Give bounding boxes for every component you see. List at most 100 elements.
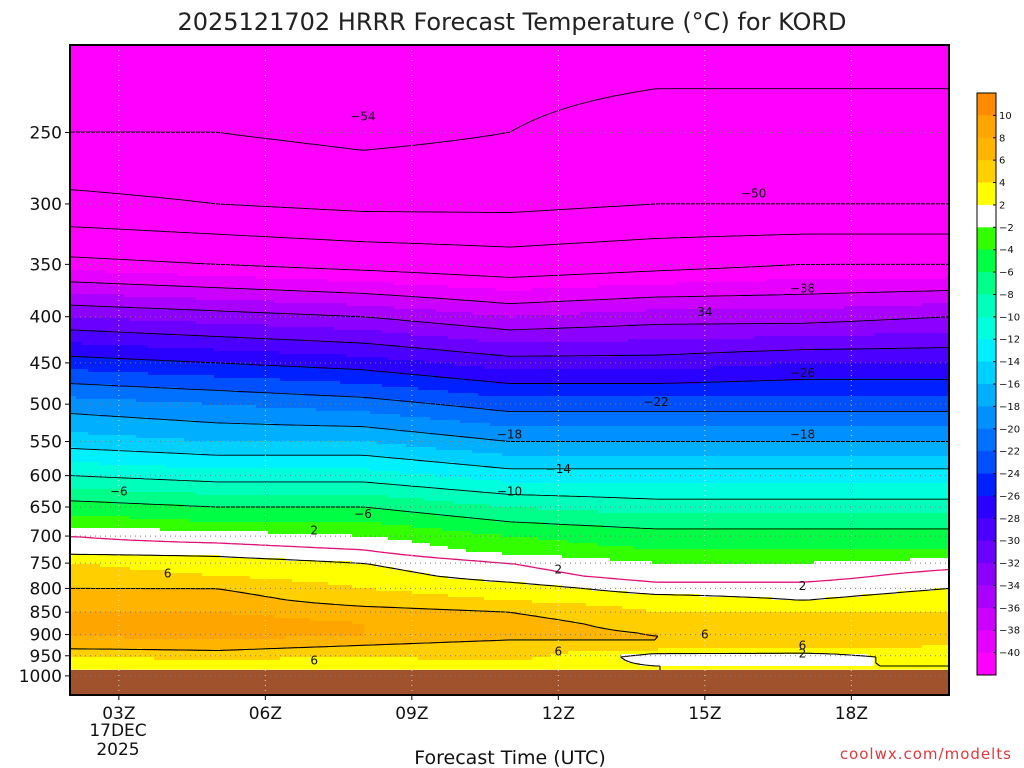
temperature-cell: [808, 60, 815, 64]
temperature-cell: [604, 60, 611, 64]
temperature-cell: [526, 93, 533, 97]
temperature-cell: [262, 87, 269, 91]
temperature-cell: [604, 48, 611, 52]
temperature-cell: [430, 69, 437, 73]
temperature-cell: [166, 63, 173, 67]
temperature-cell: [454, 81, 461, 85]
temperature-cell: [754, 78, 761, 82]
temperature-cell: [820, 45, 827, 49]
temperature-cell: [628, 60, 635, 64]
temperature-cell: [682, 60, 689, 64]
temperature-cell: [796, 72, 803, 76]
temperature-cell: [322, 69, 329, 73]
temperature-cell: [916, 81, 923, 85]
temperature-cell: [124, 45, 131, 49]
temperature-cell: [892, 66, 899, 70]
temperature-cell: [292, 72, 299, 76]
temperature-cell: [832, 93, 839, 97]
temperature-cell: [124, 54, 131, 58]
temperature-cell: [904, 57, 911, 61]
temperature-cell: [328, 90, 335, 94]
temperature-cell: [526, 81, 533, 85]
temperature-cell: [478, 78, 485, 82]
temperature-cell: [328, 93, 335, 97]
temperature-cell: [382, 84, 389, 88]
temperature-cell: [718, 66, 725, 70]
temperature-cell: [418, 96, 425, 100]
temperature-cell: [406, 45, 413, 49]
temperature-cell: [208, 63, 215, 67]
temperature-cell: [832, 51, 839, 55]
temperature-cell: [142, 81, 149, 85]
temperature-cell: [658, 54, 665, 58]
temperature-cell: [898, 60, 905, 64]
temperature-cell: [136, 72, 143, 76]
temperature-cell: [940, 54, 947, 58]
temperature-cell: [394, 63, 401, 67]
temperature-cell: [490, 57, 497, 61]
temperature-cell: [652, 63, 659, 67]
temperature-cell: [88, 93, 95, 97]
temperature-cell: [904, 75, 911, 79]
temperature-cell: [346, 90, 353, 94]
temperature-cell: [598, 51, 605, 55]
temperature-cell: [610, 54, 617, 58]
temperature-cell: [238, 87, 245, 91]
temperature-cell: [616, 66, 623, 70]
temperature-cell: [604, 63, 611, 67]
temperature-cell: [214, 60, 221, 64]
temperature-cell: [124, 60, 131, 64]
temperature-cell: [274, 48, 281, 52]
temperature-cell: [892, 51, 899, 55]
temperature-cell: [766, 81, 773, 85]
temperature-cell: [892, 63, 899, 67]
temperature-cell: [556, 81, 563, 85]
temperature-cell: [580, 51, 587, 55]
temperature-cell: [844, 75, 851, 79]
temperature-cell: [736, 57, 743, 61]
temperature-cell: [310, 63, 317, 67]
temperature-cell: [784, 90, 791, 94]
temperature-cell: [898, 57, 905, 61]
temperature-cell: [298, 66, 305, 70]
temperature-cell: [274, 81, 281, 85]
temperature-cell: [424, 69, 431, 73]
temperature-cell: [628, 63, 635, 67]
temperature-cell: [766, 51, 773, 55]
temperature-cell: [772, 54, 779, 58]
temperature-cell: [466, 84, 473, 88]
temperature-cell: [850, 57, 857, 61]
temperature-cell: [826, 90, 833, 94]
temperature-cell: [232, 66, 239, 70]
temperature-cell: [268, 66, 275, 70]
temperature-cell: [244, 54, 251, 58]
temperature-cell: [436, 51, 443, 55]
temperature-cell: [484, 84, 491, 88]
temperature-cell: [400, 81, 407, 85]
temperature-cell: [370, 48, 377, 52]
temperature-cell: [430, 78, 437, 82]
temperature-cell: [742, 66, 749, 70]
temperature-cell: [670, 51, 677, 55]
temperature-cell: [352, 93, 359, 97]
temperature-cell: [400, 57, 407, 61]
temperature-cell: [244, 63, 251, 67]
temperature-cell: [184, 45, 191, 49]
temperature-cell: [256, 93, 263, 97]
temperature-cell: [142, 78, 149, 82]
temperature-cell: [118, 84, 125, 88]
temperature-cell: [268, 96, 275, 100]
temperature-cell: [370, 51, 377, 55]
temperature-cell: [772, 69, 779, 73]
temperature-cell: [112, 63, 119, 67]
temperature-cell: [124, 81, 131, 85]
temperature-cell: [94, 48, 101, 52]
temperature-cell: [628, 69, 635, 73]
temperature-cell: [400, 96, 407, 100]
temperature-cell: [532, 48, 539, 52]
temperature-cell: [802, 48, 809, 52]
temperature-cell: [670, 57, 677, 61]
temperature-cell: [358, 57, 365, 61]
temperature-cell: [160, 96, 167, 100]
temperature-cell: [160, 84, 167, 88]
